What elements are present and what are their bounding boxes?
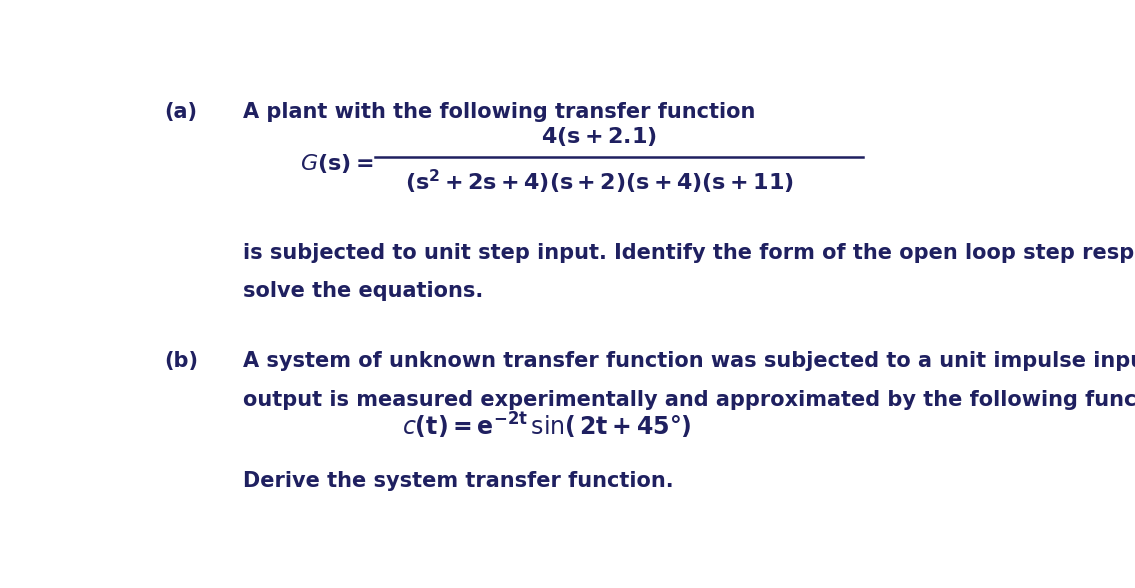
Text: output is measured experimentally and approximated by the following function:: output is measured experimentally and ap… (243, 390, 1135, 410)
Text: $\mathbf{\mathit{c}(t) = e^{-2t}\,\mathrm{sin}(\,2t+45°)}$: $\mathbf{\mathit{c}(t) = e^{-2t}\,\mathr… (402, 411, 691, 441)
Text: $\mathbf{\mathit{G}(s) =}$: $\mathbf{\mathit{G}(s) =}$ (300, 152, 373, 175)
Text: (b): (b) (163, 351, 197, 371)
Text: A system of unknown transfer function was subjected to a unit impulse input. The: A system of unknown transfer function wa… (243, 351, 1135, 371)
Text: Derive the system transfer function.: Derive the system transfer function. (243, 471, 674, 491)
Text: A plant with the following transfer function: A plant with the following transfer func… (243, 102, 756, 122)
Text: solve the equations.: solve the equations. (243, 281, 484, 301)
Text: (a): (a) (163, 102, 196, 122)
Text: $\mathbf{4(s+2.1)}$: $\mathbf{4(s+2.1)}$ (541, 125, 657, 148)
Text: $\mathbf{(s^2+2s+4)(s+2)(s+4)(s+11)}$: $\mathbf{(s^2+2s+4)(s+2)(s+4)(s+11)}$ (405, 168, 793, 196)
Text: is subjected to unit step input. Identify the form of the open loop step respons: is subjected to unit step input. Identif… (243, 243, 1135, 263)
